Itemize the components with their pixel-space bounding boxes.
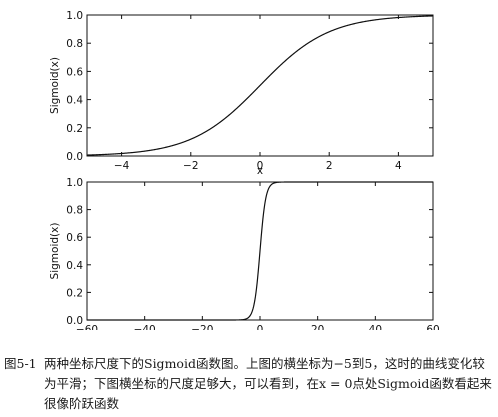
x-tick-label: −4 bbox=[114, 160, 130, 172]
y-tick-label: 0.8 bbox=[66, 38, 83, 50]
y-tick-label: 0.0 bbox=[66, 151, 83, 163]
x-tick-label: 60 bbox=[426, 324, 439, 330]
chart-bottom: −60−40−2002040600.00.20.40.60.81.0xSigmo… bbox=[49, 177, 440, 330]
x-tick-label: 0 bbox=[257, 160, 264, 172]
x-tick-label: −20 bbox=[191, 324, 213, 330]
y-axis-label: Sigmoid(x) bbox=[49, 57, 61, 114]
x-tick-label: 0 bbox=[257, 324, 264, 330]
x-tick-label: 40 bbox=[369, 324, 382, 330]
x-tick-label: 4 bbox=[395, 160, 402, 172]
figure-number: 图5-1 bbox=[4, 356, 37, 371]
y-tick-label: 0.8 bbox=[66, 205, 83, 217]
x-tick-label: −2 bbox=[183, 160, 198, 172]
caption-text: 两种坐标尺度下的Sigmoid函数图。上图的横坐标为−5到5，这时的曲线变化较为… bbox=[44, 356, 492, 411]
y-tick-label: 0.0 bbox=[66, 315, 83, 327]
x-tick-label: −40 bbox=[134, 324, 156, 330]
y-tick-label: 1.0 bbox=[66, 10, 83, 22]
series-line-sigmoid bbox=[87, 181, 433, 321]
x-axis-label: x bbox=[257, 165, 263, 177]
y-tick-label: 0.6 bbox=[66, 232, 83, 244]
y-tick-label: 0.4 bbox=[66, 260, 83, 272]
y-tick-label: 0.6 bbox=[66, 66, 83, 78]
x-tick-label: −60 bbox=[76, 324, 98, 330]
y-tick-label: 0.2 bbox=[66, 287, 83, 299]
x-tick-label: 20 bbox=[311, 324, 324, 330]
x-tick-label: 2 bbox=[326, 160, 333, 172]
chart-top: −4 −2 0 2 4 0.0 0.2 0.4 0.6 0.8 1.0 x Sigmoid(x) bbox=[49, 10, 434, 177]
y-tick-label: 1.0 bbox=[66, 177, 83, 189]
y-tick-label: 0.4 bbox=[66, 95, 83, 107]
y-tick-label: 0.2 bbox=[66, 123, 83, 135]
series-line-sigmoid bbox=[86, 15, 434, 156]
y-axis-label: Sigmoid(x) bbox=[49, 223, 61, 280]
